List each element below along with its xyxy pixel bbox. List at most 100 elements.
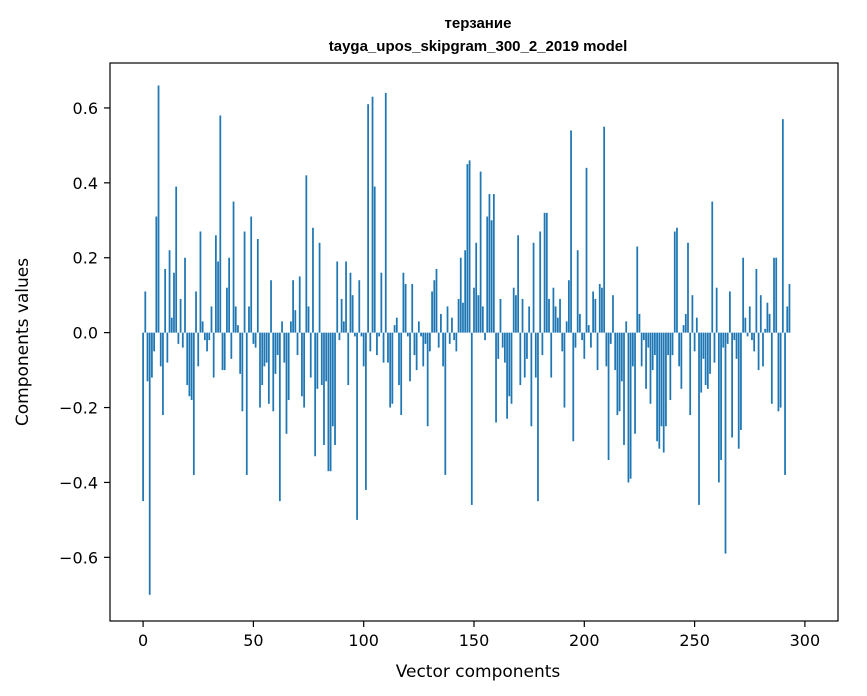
bar-33 [215, 235, 217, 333]
x-tick-label: 150 [459, 631, 490, 650]
bar-192 [565, 321, 568, 333]
bar-9 [162, 332, 164, 416]
bar-219 [625, 321, 628, 333]
bar-271 [740, 332, 742, 431]
bar-235 [660, 332, 663, 427]
bar-148 [468, 160, 471, 333]
x-tick-label: 300 [790, 631, 821, 650]
bar-4 [151, 332, 153, 378]
bar-2 [146, 332, 149, 382]
bar-26 [199, 231, 202, 333]
bar-106 [376, 332, 378, 356]
bar-41 [232, 201, 235, 333]
bar-77 [312, 227, 314, 333]
bar-141 [453, 332, 456, 341]
bar-285 [770, 332, 773, 404]
bar-86 [331, 332, 334, 427]
bar-122 [411, 283, 414, 333]
bar-277 [753, 332, 756, 352]
x-tick-label: 100 [348, 631, 379, 650]
bar-215 [616, 332, 619, 416]
bar-137 [444, 332, 447, 475]
bar-274 [746, 332, 749, 337]
bar-62 [278, 332, 281, 502]
bar-125 [417, 321, 420, 333]
bar-5 [153, 332, 155, 352]
bar-222 [631, 332, 634, 367]
bar-168 [512, 287, 515, 333]
y-tick-label: 0.4 [73, 174, 98, 193]
bar-175 [528, 306, 531, 333]
bar-48 [248, 306, 250, 333]
bar-54 [261, 332, 264, 386]
bar-276 [751, 332, 753, 341]
bar-202 [587, 325, 590, 333]
bar-68 [292, 280, 294, 333]
bar-226 [640, 332, 643, 367]
bar-22 [190, 332, 193, 401]
bar-264 [724, 332, 727, 554]
bar-128 [424, 332, 427, 344]
bar-203 [590, 332, 592, 348]
bar-89 [338, 332, 341, 341]
bar-166 [508, 332, 511, 397]
bar-8 [159, 332, 162, 367]
bar-126 [420, 332, 422, 337]
bar-145 [462, 302, 464, 333]
bar-158 [490, 220, 493, 333]
bar-279 [757, 332, 760, 371]
bar-162 [499, 298, 502, 333]
bar-40 [230, 332, 233, 359]
bar-229 [647, 332, 650, 348]
bar-92 [345, 261, 347, 333]
bar-151 [475, 242, 478, 333]
bar-209 [603, 126, 606, 333]
bar-144 [459, 257, 462, 333]
bar-293 [788, 283, 791, 333]
bar-265 [726, 332, 729, 344]
bar-173 [523, 332, 526, 378]
bar-200 [583, 332, 586, 359]
x-axis: 0 50 100 150 200 250 300 [138, 621, 820, 650]
bar-135 [440, 313, 442, 333]
bar-111 [387, 332, 389, 363]
bar-181 [541, 332, 544, 356]
bar-24 [195, 291, 197, 333]
bar-220 [627, 332, 630, 483]
bar-139 [448, 332, 451, 344]
bar-21 [188, 332, 191, 397]
x-axis-label: Vector components [396, 662, 561, 682]
y-tick-label: −0.4 [59, 473, 98, 492]
bar-72 [301, 332, 303, 397]
bar-178 [534, 332, 537, 378]
bar-288 [777, 332, 780, 412]
bar-217 [620, 332, 623, 382]
bar-74 [305, 175, 308, 333]
bar-11 [166, 332, 169, 363]
bar-206 [596, 332, 599, 371]
bar-287 [775, 257, 778, 333]
bar-52 [256, 239, 259, 333]
bar-14 [173, 272, 175, 333]
bar-161 [497, 332, 500, 359]
bar-109 [382, 332, 385, 363]
bar-147 [466, 164, 469, 333]
bar-239 [669, 332, 672, 401]
bar-28 [203, 332, 206, 341]
bar-105 [373, 186, 376, 333]
bar-210 [605, 332, 608, 367]
bar-58 [270, 280, 272, 333]
bar-66 [287, 332, 290, 401]
bar-262 [720, 332, 722, 460]
bar-232 [654, 332, 656, 356]
bar-275 [748, 306, 751, 333]
bar-257 [709, 332, 711, 374]
bar-150 [473, 287, 475, 333]
bar-84 [327, 332, 330, 472]
bar-184 [548, 298, 550, 333]
bar-30 [208, 332, 211, 341]
bar-121 [409, 332, 411, 382]
bar-96 [353, 332, 356, 337]
bar-97 [356, 332, 358, 520]
bar-101 [365, 332, 367, 490]
